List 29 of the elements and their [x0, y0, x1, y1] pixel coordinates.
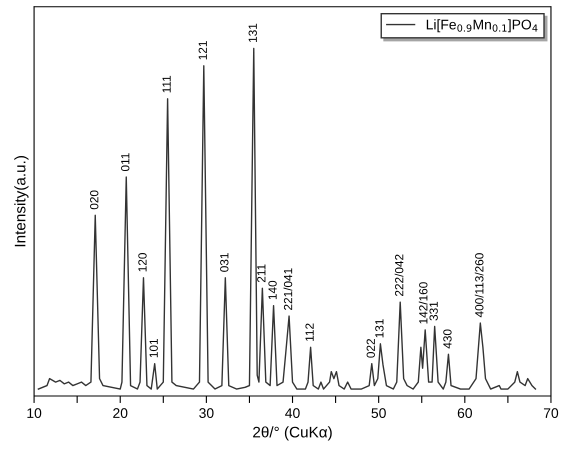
annotation: 112 [305, 324, 314, 341]
annotation: 142/160 [418, 282, 428, 324]
legend-label: Li[Fe$_{0.9}$Mn$_{0.1}$]PO$_{4}$ [426, 19, 538, 32]
x-tick-label: 30 [199, 408, 214, 418]
x-tick-label: 40 [285, 408, 300, 418]
x-axis-title: 2θ/° (CuKα) [253, 426, 332, 441]
annotation: 101 [149, 339, 158, 358]
annotation: 400/113/260 [474, 253, 484, 318]
annotation: 131 [248, 24, 257, 42]
annotation: 120 [138, 253, 147, 272]
annotation: 131 [375, 319, 384, 338]
x-tick-label: 60 [458, 408, 472, 418]
annotation: 222/042 [394, 254, 404, 296]
annotation: 011 [121, 153, 130, 172]
annotation: 111 [162, 76, 171, 92]
x-tick-label: 70 [544, 408, 558, 418]
annotation: 020 [90, 190, 98, 210]
y-axis-title: Intensity(a.u.) [14, 156, 29, 246]
annotation: 140 [268, 280, 277, 300]
x-tick-label: 50 [372, 408, 386, 418]
annotation: 211 [257, 264, 266, 282]
annotation: 121 [198, 41, 207, 60]
x-tick-label: 10 [27, 408, 42, 418]
annotation: 430 [443, 330, 452, 348]
annotation: 221/041 [284, 268, 292, 310]
x-tick-label: 20 [113, 408, 128, 418]
annotation: 022 [366, 339, 375, 358]
annotation: 031 [220, 253, 228, 272]
annotation: 331 [429, 302, 438, 320]
